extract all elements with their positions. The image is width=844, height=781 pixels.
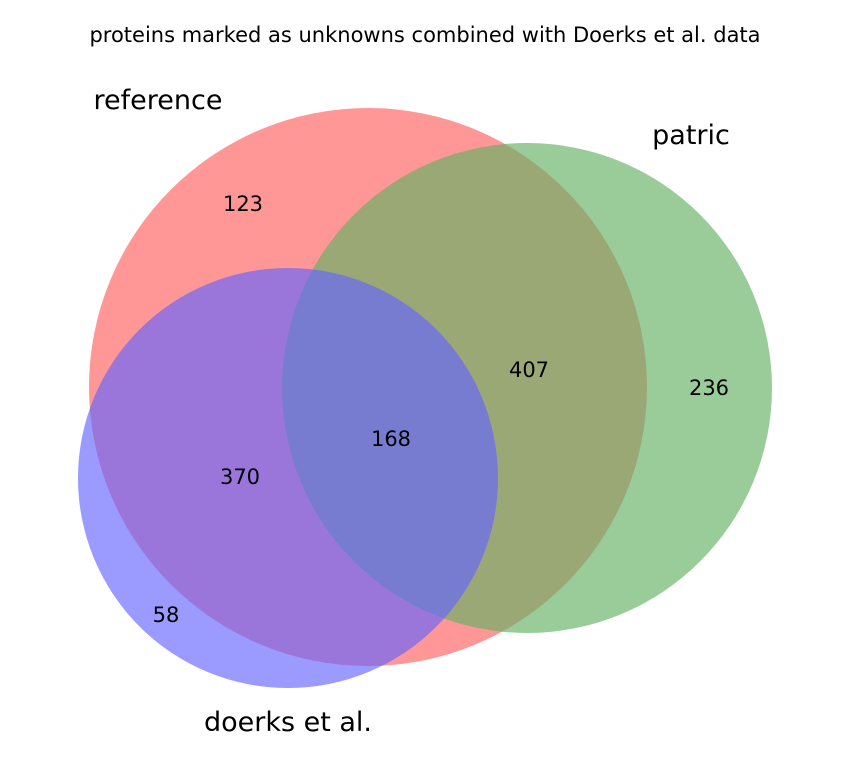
region-label-reference-doerks: 370	[220, 465, 260, 489]
set-circles	[78, 108, 772, 688]
region-label-doerks-only: 58	[153, 603, 180, 627]
region-label-all-three: 168	[371, 427, 411, 451]
region-label-reference-only: 123	[223, 192, 263, 216]
set-labels: reference patric doerks et al.	[94, 85, 730, 738]
diagram-title: proteins marked as unknowns combined wit…	[89, 23, 760, 47]
region-label-patric-only: 236	[689, 376, 729, 400]
set-label-reference: reference	[94, 85, 223, 116]
region-label-reference-patric: 407	[509, 358, 549, 382]
circle-doerks	[78, 268, 498, 688]
set-label-doerks: doerks et al.	[204, 707, 372, 738]
set-label-patric: patric	[652, 120, 730, 151]
region-labels: 123 236 58 407 370 168	[153, 192, 729, 627]
